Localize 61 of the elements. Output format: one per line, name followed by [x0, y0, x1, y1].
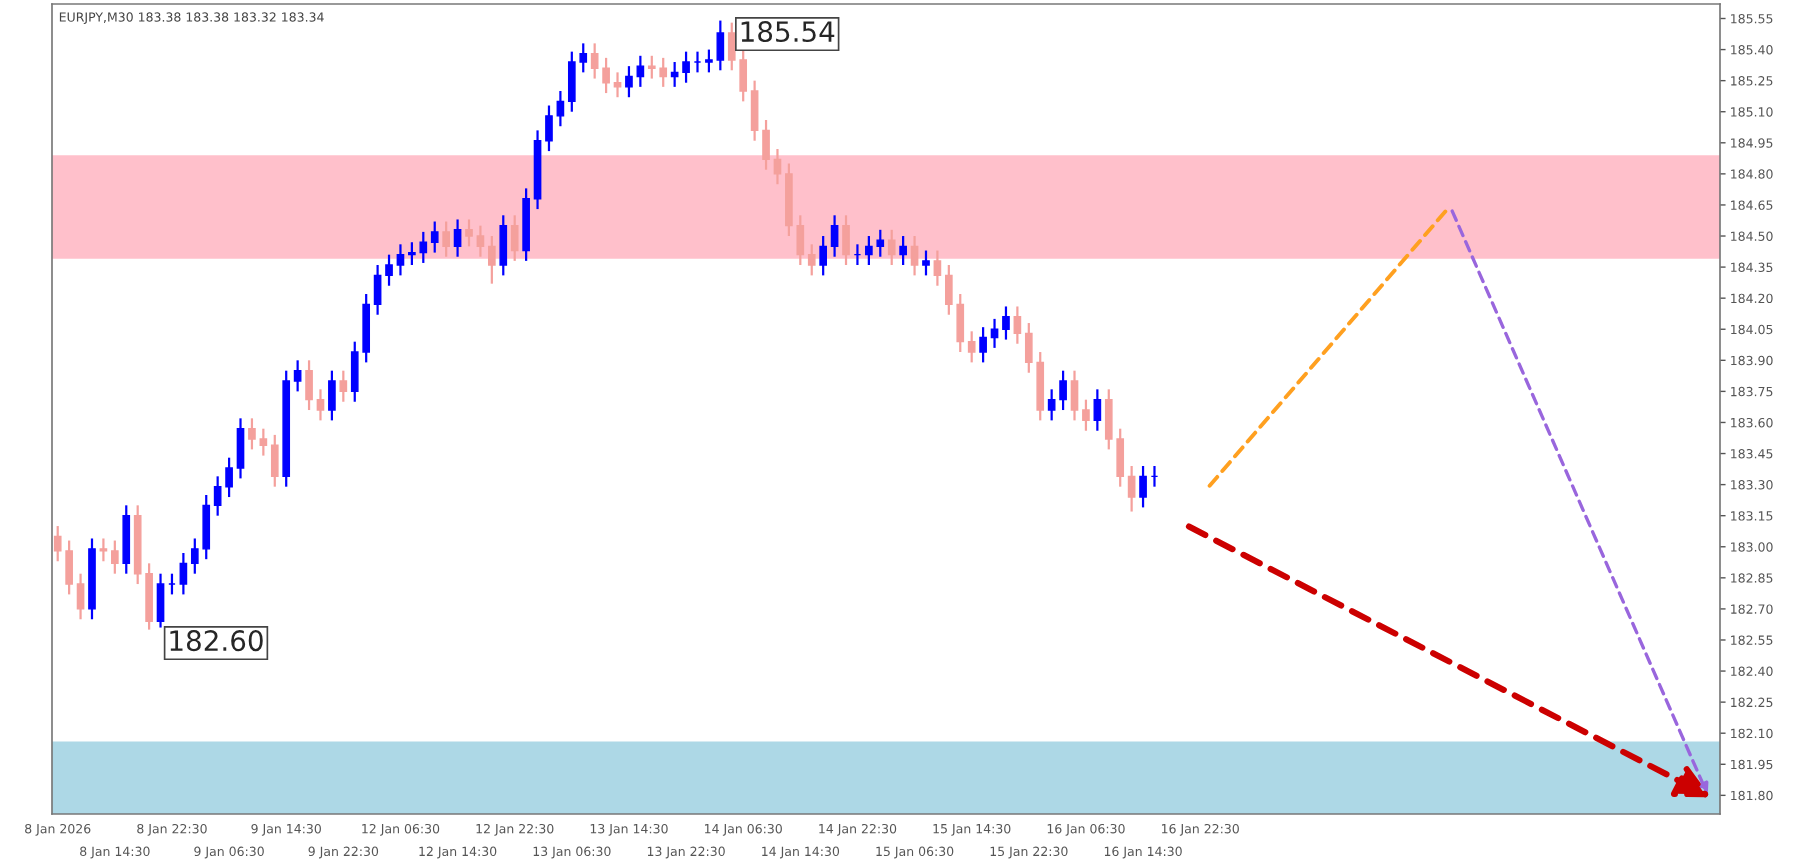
candlestick [476, 224, 485, 258]
candlestick [122, 504, 131, 575]
candlestick [762, 118, 770, 171]
candlestick [430, 220, 439, 254]
candlestick [830, 214, 839, 258]
candlestick [248, 417, 256, 451]
candlestick [773, 147, 782, 186]
candlestick [545, 104, 553, 153]
candlestick [1002, 305, 1010, 341]
candlestick [716, 19, 725, 72]
candlestick [110, 539, 119, 575]
candlestick [1127, 464, 1136, 513]
candlestick [1093, 388, 1102, 432]
candlestick [373, 263, 382, 316]
candlestick [225, 456, 233, 499]
candlestick [819, 234, 828, 277]
candlestick [1082, 398, 1090, 432]
candlestick [442, 220, 450, 258]
candlestick [76, 572, 85, 621]
candlestick [156, 572, 165, 629]
candlestick [842, 214, 850, 267]
candlestick [899, 234, 907, 267]
candlestick [488, 234, 496, 285]
candlestick [328, 369, 336, 422]
candlestick [750, 79, 759, 142]
annotation: 185.54 [741, 21, 835, 43]
candlestick [887, 228, 896, 267]
candlestick [305, 359, 313, 412]
candlestick [1047, 388, 1056, 422]
candlestick [236, 417, 245, 480]
candlestick [807, 243, 816, 277]
candlestick [293, 359, 302, 393]
candlestick [933, 249, 942, 287]
candlestick [922, 249, 930, 277]
candlestick [385, 253, 393, 287]
candlestick [510, 214, 519, 262]
candlestick [979, 326, 987, 364]
candlestick [1070, 369, 1079, 422]
candlestick [625, 65, 633, 99]
candlestick [270, 433, 279, 488]
candlestick [99, 537, 108, 563]
candlestick [213, 475, 222, 517]
annotation: 182.60 [170, 630, 263, 652]
candlestick [636, 54, 645, 88]
candlestick [910, 234, 919, 277]
candlestick [613, 71, 622, 99]
candlestick [1059, 369, 1067, 412]
candlestick [1013, 305, 1022, 345]
candlestick [465, 218, 473, 248]
candlestick [705, 48, 713, 74]
candlestick [179, 551, 188, 596]
candlestick [316, 388, 325, 422]
candlestick [967, 330, 976, 364]
candlestick [453, 218, 462, 258]
candlestick [339, 369, 348, 403]
candlestick [259, 427, 268, 457]
candlestick [556, 89, 565, 128]
candlestick [682, 50, 690, 84]
candlestick [1139, 464, 1147, 509]
candlestick [499, 214, 508, 277]
candlestick [396, 243, 405, 277]
